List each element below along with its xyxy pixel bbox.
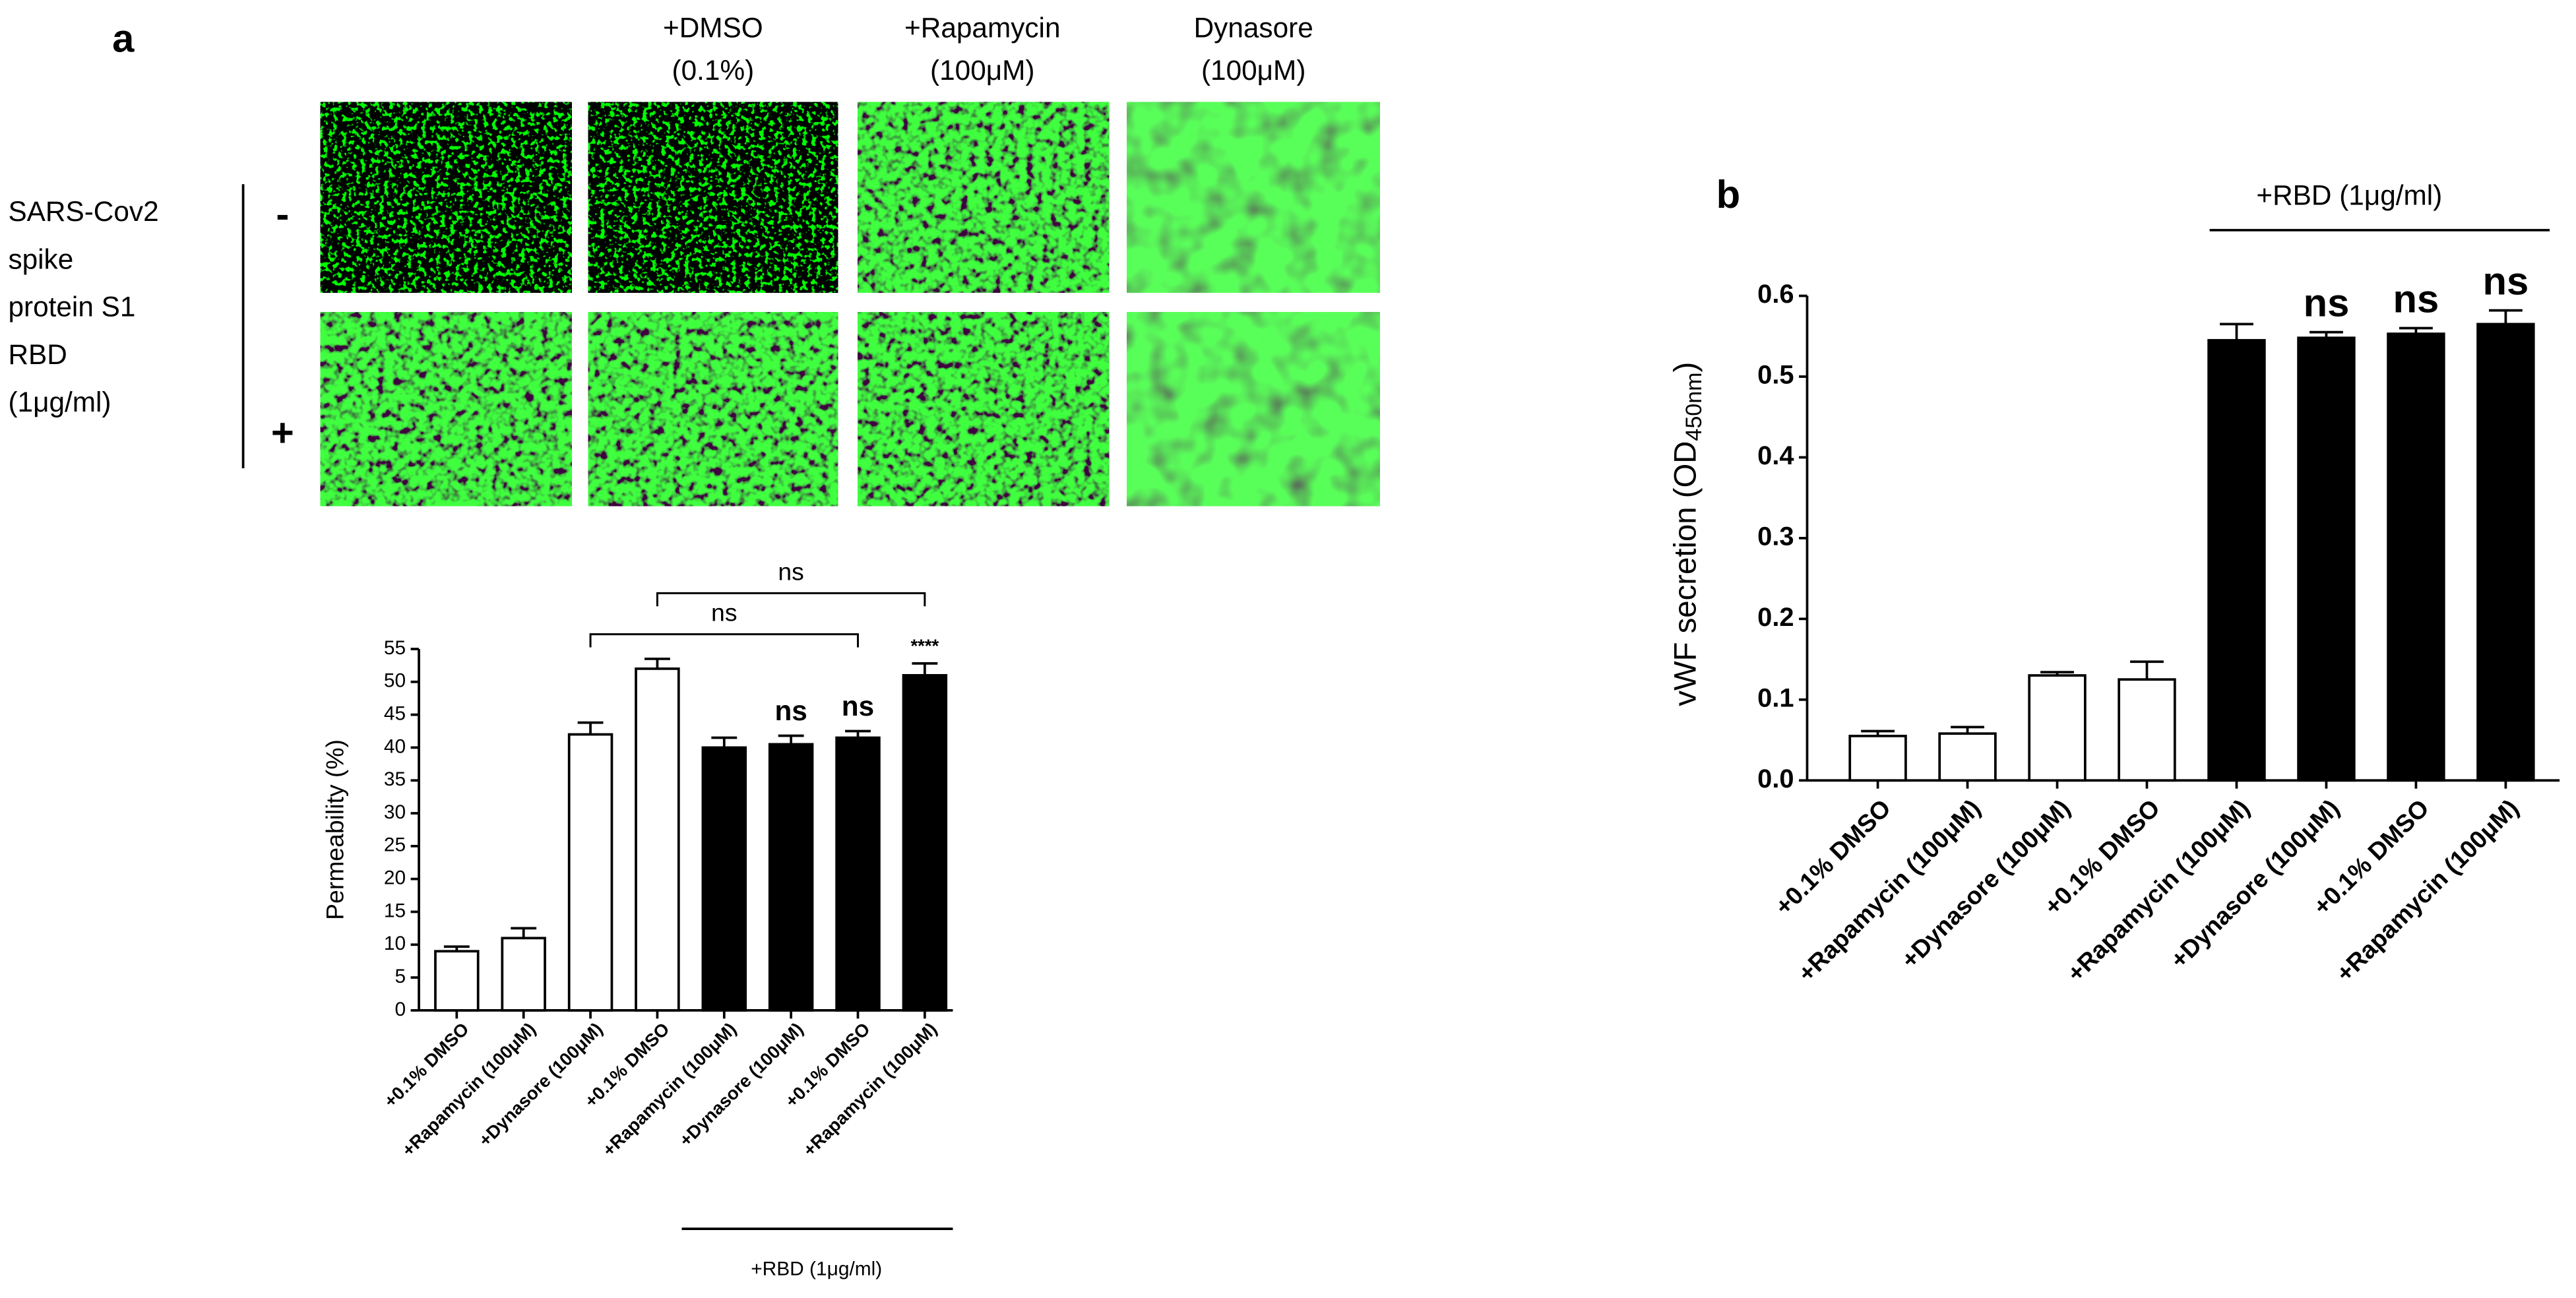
y-axis-label-part: vWF secretion (OD [1668, 441, 1703, 706]
group-label: +RBD (1μg/ml) [2256, 179, 2442, 210]
y-tick-label: 0.6 [1757, 280, 1794, 309]
bar [434, 950, 480, 1012]
micrograph [320, 102, 572, 293]
y-tick-label: 0 [395, 999, 406, 1020]
micrograph [858, 312, 1110, 507]
row-title: (1μg/ml) [8, 386, 111, 417]
y-axis-label: vWF secretion (OD450nm) [1668, 362, 1707, 706]
x-tick-label: +Dynasore (100μM) [675, 1018, 807, 1150]
bar [501, 937, 546, 1012]
row-title: protein S1 [8, 292, 135, 323]
significance-label: ns [774, 695, 807, 726]
row-title: RBD [8, 339, 67, 370]
x-tick-label: +Dynasore (100μM) [1895, 794, 2075, 974]
x-tick-label: +Rapamycin (100μM) [398, 1018, 540, 1160]
micrograph [1127, 312, 1380, 507]
column-header: Dynasore [1194, 12, 1313, 43]
bar [835, 736, 881, 1012]
bar [567, 733, 613, 1012]
micrograph [588, 312, 838, 507]
bar [2476, 323, 2535, 782]
panel-letter: a [112, 16, 135, 60]
x-tick-label: +Rapamycin (100μM) [2061, 794, 2255, 987]
x-tick-label: +Dynasore (100μM) [474, 1018, 606, 1150]
y-tick-label: 0.5 [1757, 361, 1794, 390]
column-header: (0.1%) [672, 55, 755, 86]
row-label: - [276, 192, 289, 236]
row-title: spike [8, 243, 73, 274]
y-tick-label: 15 [384, 900, 406, 921]
y-tick-label: 35 [384, 768, 406, 790]
x-tick-label: +Rapamycin (100μM) [2331, 794, 2524, 987]
y-axis-label-part: 450nm [1681, 372, 1707, 441]
y-tick-label: 25 [384, 834, 406, 856]
column-header: (100μM) [1201, 55, 1305, 86]
y-tick-label: 0.0 [1757, 764, 1794, 793]
y-tick-label: 30 [384, 801, 406, 823]
comparison-label: ns [778, 557, 803, 585]
column-header: (100μM) [930, 55, 1034, 86]
bar [902, 673, 948, 1012]
x-tick-label: +Rapamycin (100μM) [1792, 794, 1986, 987]
micrographs [320, 102, 1380, 507]
row-title: SARS-Cov2 [8, 196, 158, 227]
group-label: +RBD (1μg/ml) [751, 1258, 882, 1280]
micrograph [858, 102, 1110, 293]
bar [635, 667, 680, 1012]
y-tick-label: 0.4 [1757, 441, 1794, 470]
significance-label: ns [2483, 259, 2529, 303]
significance-label: ns [842, 691, 874, 722]
bar [768, 743, 814, 1012]
column-header: +Rapamycin [904, 12, 1060, 43]
significance-label: **** [910, 635, 939, 656]
y-tick-label: 20 [384, 867, 406, 889]
y-tick-label: 0.2 [1757, 603, 1794, 632]
bar [2387, 332, 2445, 782]
y-tick-label: 50 [384, 670, 406, 692]
bar [1938, 732, 1997, 782]
bar [2297, 336, 2356, 782]
y-tick-label: 55 [384, 637, 406, 659]
y-tick-label: 10 [384, 933, 406, 954]
y-axis-label-part: ) [1668, 362, 1703, 373]
significance-label: ns [2393, 276, 2439, 321]
comparison-label: ns [711, 599, 737, 627]
bar [2118, 678, 2176, 782]
micrograph [1127, 102, 1380, 293]
y-axis-label: Permeability (%) [321, 739, 348, 920]
x-tick-label: +Rapamycin (100μM) [799, 1018, 941, 1160]
row-label: + [271, 410, 294, 454]
comparison-bracket [589, 633, 859, 648]
x-tick-label: +Rapamycin (100μM) [598, 1018, 740, 1160]
chart: 0.0 0.1 0.2 0.3 0.4 0.5 0.6 vWF secretion (OD45… [1668, 179, 2560, 987]
micrograph [320, 312, 572, 507]
y-tick-label: 0.1 [1757, 683, 1794, 712]
bar [701, 746, 747, 1012]
bar [2207, 339, 2266, 782]
significance-label: ns [2304, 281, 2350, 325]
y-tick-label: 5 [395, 966, 406, 987]
bar [2028, 674, 2087, 782]
bar [1848, 735, 1907, 782]
y-tick-label: 40 [384, 735, 406, 757]
panel-letter: b [1716, 172, 1741, 216]
x-tick-label: +Dynasore (100μM) [2164, 794, 2344, 974]
micrograph [588, 102, 838, 293]
y-tick-label: 0.3 [1757, 522, 1794, 551]
y-tick-label: 45 [384, 703, 406, 725]
column-header: +DMSO [663, 12, 763, 43]
comparison-bracket [656, 592, 926, 607]
